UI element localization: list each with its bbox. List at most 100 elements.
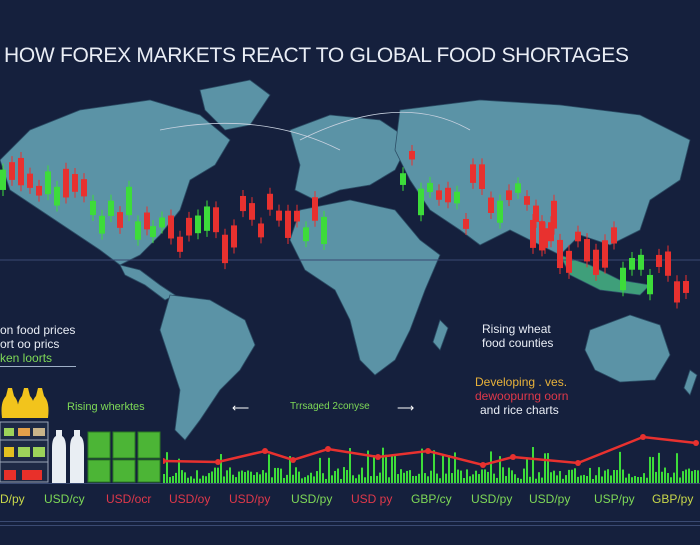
volume-bar <box>532 447 534 483</box>
volume-bar <box>250 471 252 483</box>
currency-pair-label: USD/cy <box>44 492 85 506</box>
volume-bar <box>424 473 426 483</box>
north-america <box>0 99 231 266</box>
arrow-caption: Trrsaged 2conyse <box>290 401 370 412</box>
volume-bar <box>205 476 207 483</box>
volume-bar <box>628 473 630 483</box>
volume-bar <box>286 474 288 483</box>
currency-pair-label: USD py <box>351 492 393 506</box>
candle <box>665 251 671 276</box>
candle <box>222 234 228 264</box>
volume-bar <box>412 475 414 483</box>
candle <box>418 188 424 216</box>
volume-bar <box>406 470 408 483</box>
produce-crate-icon <box>87 431 161 483</box>
volume-bar <box>343 467 345 483</box>
volume-bar <box>583 474 585 483</box>
volume-bar <box>466 469 468 483</box>
volume-bar <box>262 470 264 483</box>
volume-bar <box>229 467 231 483</box>
volume-bar <box>514 474 516 483</box>
candle <box>506 190 512 201</box>
candle <box>0 169 6 190</box>
candle <box>497 200 503 223</box>
candle <box>213 207 219 233</box>
currency-pair-label: USD/ocr <box>106 492 152 506</box>
candle <box>557 239 563 269</box>
volume-bar <box>355 478 357 483</box>
volume-bar <box>637 477 639 483</box>
volume-bar <box>694 469 696 483</box>
divider <box>0 521 700 522</box>
africa <box>289 199 441 376</box>
volume-bar <box>265 472 267 483</box>
volume-bar <box>619 451 621 483</box>
volume-bar <box>373 455 375 483</box>
volume-bar <box>463 477 465 483</box>
volume-bar <box>334 470 336 483</box>
volume-bar <box>616 470 618 483</box>
candle <box>629 258 635 270</box>
candle <box>575 231 581 242</box>
candle <box>195 215 201 234</box>
volume-bar <box>460 470 462 483</box>
candle <box>515 183 521 193</box>
volume-bar <box>241 470 243 483</box>
volume-bar <box>346 469 348 483</box>
price-point <box>480 462 486 468</box>
volume-bar <box>574 468 576 483</box>
volume-bar <box>634 475 636 483</box>
volume-bar <box>688 468 690 483</box>
europe <box>289 114 411 201</box>
volume-bar <box>556 475 558 483</box>
south-america <box>159 294 256 441</box>
volume-bar <box>652 457 654 483</box>
candle <box>303 227 309 242</box>
volume-bar <box>370 476 372 483</box>
candle <box>108 200 114 216</box>
volume-bar <box>364 477 366 483</box>
volume-bar <box>409 470 411 483</box>
volume-bar <box>484 469 486 483</box>
volume-bar <box>661 471 663 483</box>
volume-bar <box>184 472 186 483</box>
volume-bar <box>451 473 453 483</box>
volume-bar <box>631 477 633 483</box>
volume-bar <box>211 471 213 483</box>
price-point <box>163 458 166 464</box>
volume-bar <box>394 455 396 483</box>
flow-curve <box>299 111 471 141</box>
volume-bar <box>415 475 417 483</box>
candle <box>9 162 15 180</box>
volume-bar <box>295 467 297 483</box>
volume-bar <box>193 478 195 483</box>
candle <box>81 179 87 197</box>
volume-bar <box>643 473 645 483</box>
candle <box>249 203 255 220</box>
candle <box>647 274 653 295</box>
volume-bar <box>490 451 492 483</box>
volume-bar <box>457 469 459 483</box>
volume-bar <box>292 474 294 483</box>
price-point <box>510 454 516 460</box>
candle <box>99 215 105 234</box>
volume-bar <box>571 469 573 483</box>
volume-bar <box>358 474 360 483</box>
volume-bar <box>379 472 381 483</box>
price-point <box>640 434 646 440</box>
grocery-illustration <box>0 388 161 483</box>
right-note-line-1: Developing . ves. <box>475 375 568 389</box>
candle <box>117 212 123 228</box>
volume-bar <box>664 467 666 483</box>
price-point <box>375 454 381 460</box>
volume-bar <box>577 476 579 483</box>
greenland <box>199 79 271 131</box>
volume-bar <box>682 471 684 483</box>
volume-bar <box>601 476 603 483</box>
candle <box>638 254 644 270</box>
volume-bar <box>604 470 606 483</box>
candle <box>674 281 680 303</box>
candle <box>18 157 24 186</box>
volume-bar <box>655 471 657 483</box>
central-america <box>119 264 176 301</box>
